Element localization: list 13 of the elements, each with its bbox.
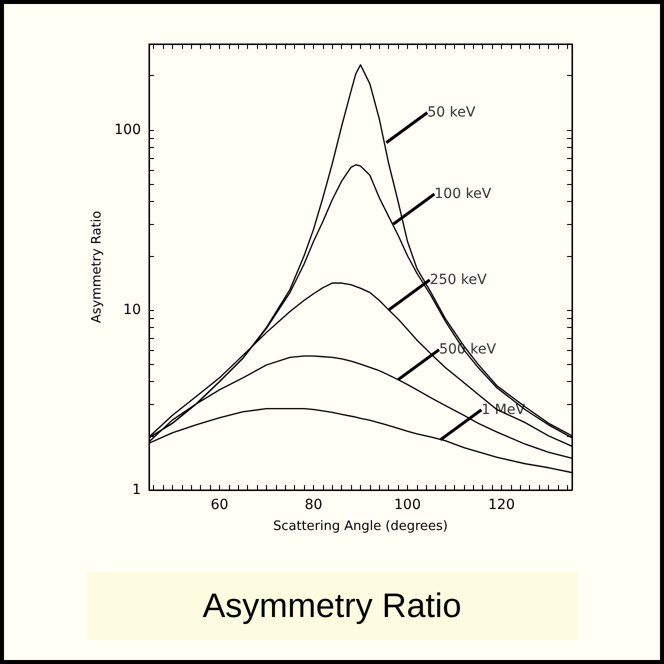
y-tick-label: 1	[132, 482, 141, 498]
x-tick-label: 120	[488, 497, 515, 513]
annotation: 250 keV	[430, 272, 488, 288]
y-tick-label: 100	[114, 122, 141, 138]
y-tick-label: 10	[123, 302, 141, 318]
y-axis-title: Asymmetry Ratio	[89, 210, 104, 324]
x-tick-label: 100	[394, 497, 421, 513]
x-tick-label: 60	[210, 497, 228, 513]
annotation: 100 keV	[434, 186, 492, 202]
annotation: 50 keV	[427, 104, 476, 121]
x-tick-label: 80	[304, 497, 322, 513]
text: Asymmetry Ratio	[86, 572, 578, 640]
x-axis-title: Scattering Angle (degrees)	[273, 519, 448, 534]
